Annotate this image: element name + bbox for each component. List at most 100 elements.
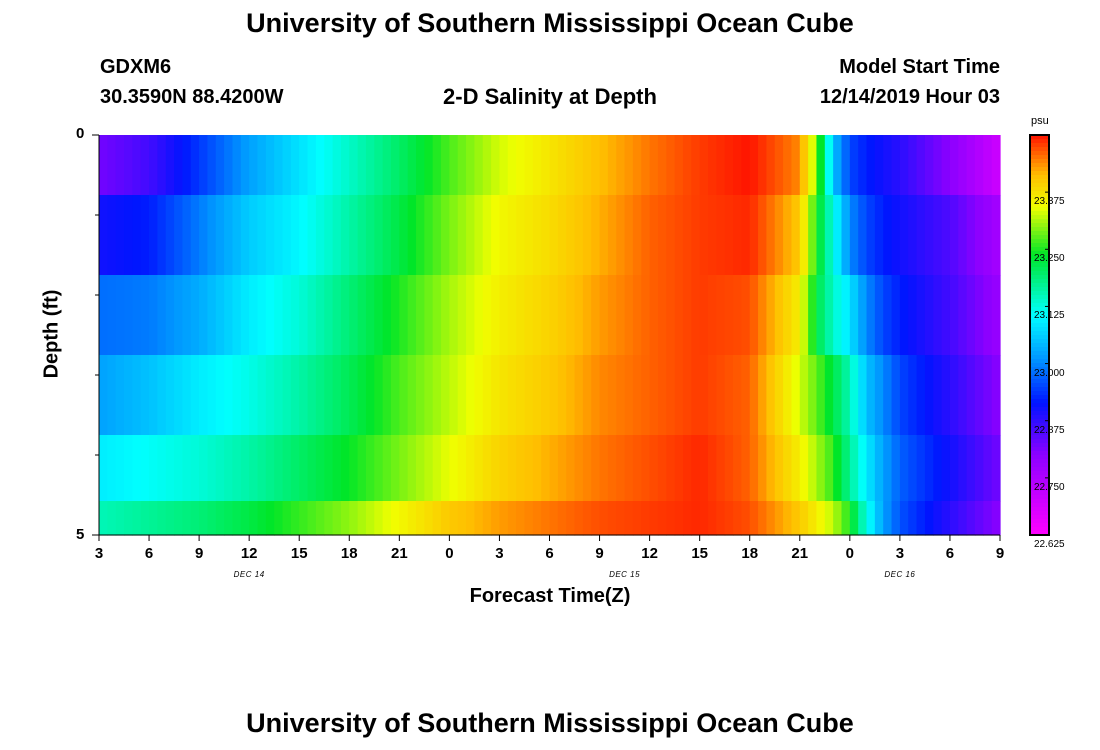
heatmap-cell (365, 195, 375, 276)
heatmap-cell (224, 435, 234, 502)
heatmap-cell (607, 195, 617, 276)
heatmap-cell (883, 355, 893, 436)
heatmap-cell (816, 435, 826, 502)
heatmap-cell (849, 135, 859, 196)
colorbar-segment (1030, 135, 1049, 140)
colorbar-segment (1030, 355, 1049, 360)
day-label: DEC 14 (233, 570, 265, 579)
heatmap-cell (357, 275, 367, 356)
heatmap-cell (641, 195, 651, 276)
heatmap-cell (215, 501, 225, 536)
heatmap-cell (666, 501, 676, 536)
heatmap-cell (774, 501, 784, 536)
heatmap-cell (532, 275, 542, 356)
heatmap-cell (632, 275, 642, 356)
heatmap-cell (424, 355, 434, 436)
heatmap-cell (232, 135, 242, 196)
colorbar-segment (1030, 191, 1049, 196)
heatmap-cell (482, 355, 492, 436)
heatmap-cell (849, 275, 859, 356)
x-tick-label: 18 (741, 545, 759, 562)
heatmap-cell (749, 195, 759, 276)
colorbar-segment (1030, 183, 1049, 188)
heatmap-cell (582, 135, 592, 196)
heatmap-cell (432, 435, 442, 502)
heatmap-cell (324, 135, 334, 196)
heatmap-cell (340, 195, 350, 276)
heatmap-cell (624, 195, 634, 276)
colorbar-segment (1030, 159, 1049, 164)
colorbar-segment (1030, 347, 1049, 352)
heatmap-cell (774, 135, 784, 196)
heatmap-cell (557, 275, 567, 356)
heatmap-cell (349, 195, 359, 276)
heatmap-cell (866, 275, 876, 356)
colorbar-segment (1030, 435, 1049, 440)
colorbar-units: psu (1031, 115, 1049, 127)
heatmap-cell (641, 501, 651, 536)
heatmap-cell (207, 501, 217, 536)
heatmap-cell (541, 195, 551, 276)
heatmap-cell (374, 135, 384, 196)
heatmap-cell (282, 435, 292, 502)
colorbar-segment (1030, 399, 1049, 404)
heatmap-cell (933, 195, 943, 276)
station-coords: 30.3590N 88.4200W (100, 86, 284, 108)
colorbar-segment (1030, 471, 1049, 476)
colorbar-segment (1030, 483, 1049, 488)
heatmap-cell (949, 435, 959, 502)
heatmap-cell (299, 135, 309, 196)
heatmap-cell (182, 435, 192, 502)
heatmap-cell (357, 501, 367, 536)
heatmap-cell (616, 135, 626, 196)
heatmap-cell (299, 355, 309, 436)
heatmap-cell (591, 355, 601, 436)
heatmap-cell (607, 501, 617, 536)
heatmap-cell (682, 195, 692, 276)
heatmap-cell (607, 135, 617, 196)
colorbar-segment (1030, 295, 1049, 300)
heatmap-cell (716, 355, 726, 436)
heatmap-cell (699, 135, 709, 196)
colorbar-segment (1030, 247, 1049, 252)
x-tick-label: 15 (290, 545, 308, 562)
heatmap-cell (99, 355, 108, 436)
colorbar-segment (1030, 319, 1049, 324)
heatmap-cell (632, 501, 642, 536)
heatmap-cell (466, 135, 476, 196)
heatmap-cell (741, 135, 751, 196)
colorbar-segment (1030, 359, 1049, 364)
heatmap-cell (599, 135, 609, 196)
heatmap-cell (232, 275, 242, 356)
heatmap-cell (240, 501, 250, 536)
colorbar-segment (1030, 327, 1049, 332)
x-tick-label: 9 (595, 545, 604, 562)
heatmap-cell (315, 275, 325, 356)
heatmap-cell (883, 501, 893, 536)
heatmap-cell (783, 195, 793, 276)
heatmap-cell (774, 435, 784, 502)
heatmap-cell (733, 435, 742, 502)
colorbar-segment (1030, 351, 1049, 356)
heatmap-cell (249, 195, 259, 276)
heatmap-cell (482, 501, 492, 536)
heatmap-cell (299, 275, 309, 356)
heatmap-cell (449, 195, 459, 276)
heatmap-cell (107, 435, 117, 502)
heatmap-cell (441, 195, 450, 276)
heatmap-cell (257, 135, 267, 196)
heatmap-cell (958, 275, 968, 356)
heatmap-cell (332, 435, 342, 502)
heatmap-cell (941, 355, 951, 436)
heatmap-cell (858, 195, 868, 276)
heatmap-cell (466, 435, 476, 502)
heatmap-cell (516, 435, 526, 502)
heatmap-cell (374, 355, 384, 436)
x-tick-label: 12 (641, 545, 658, 562)
heatmap-cell (841, 435, 851, 502)
heatmap-cell (541, 275, 551, 356)
heatmap-cell (374, 275, 384, 356)
heatmap-cell (657, 195, 667, 276)
heatmap-cell (99, 501, 108, 536)
x-tick-label: 0 (445, 545, 454, 562)
